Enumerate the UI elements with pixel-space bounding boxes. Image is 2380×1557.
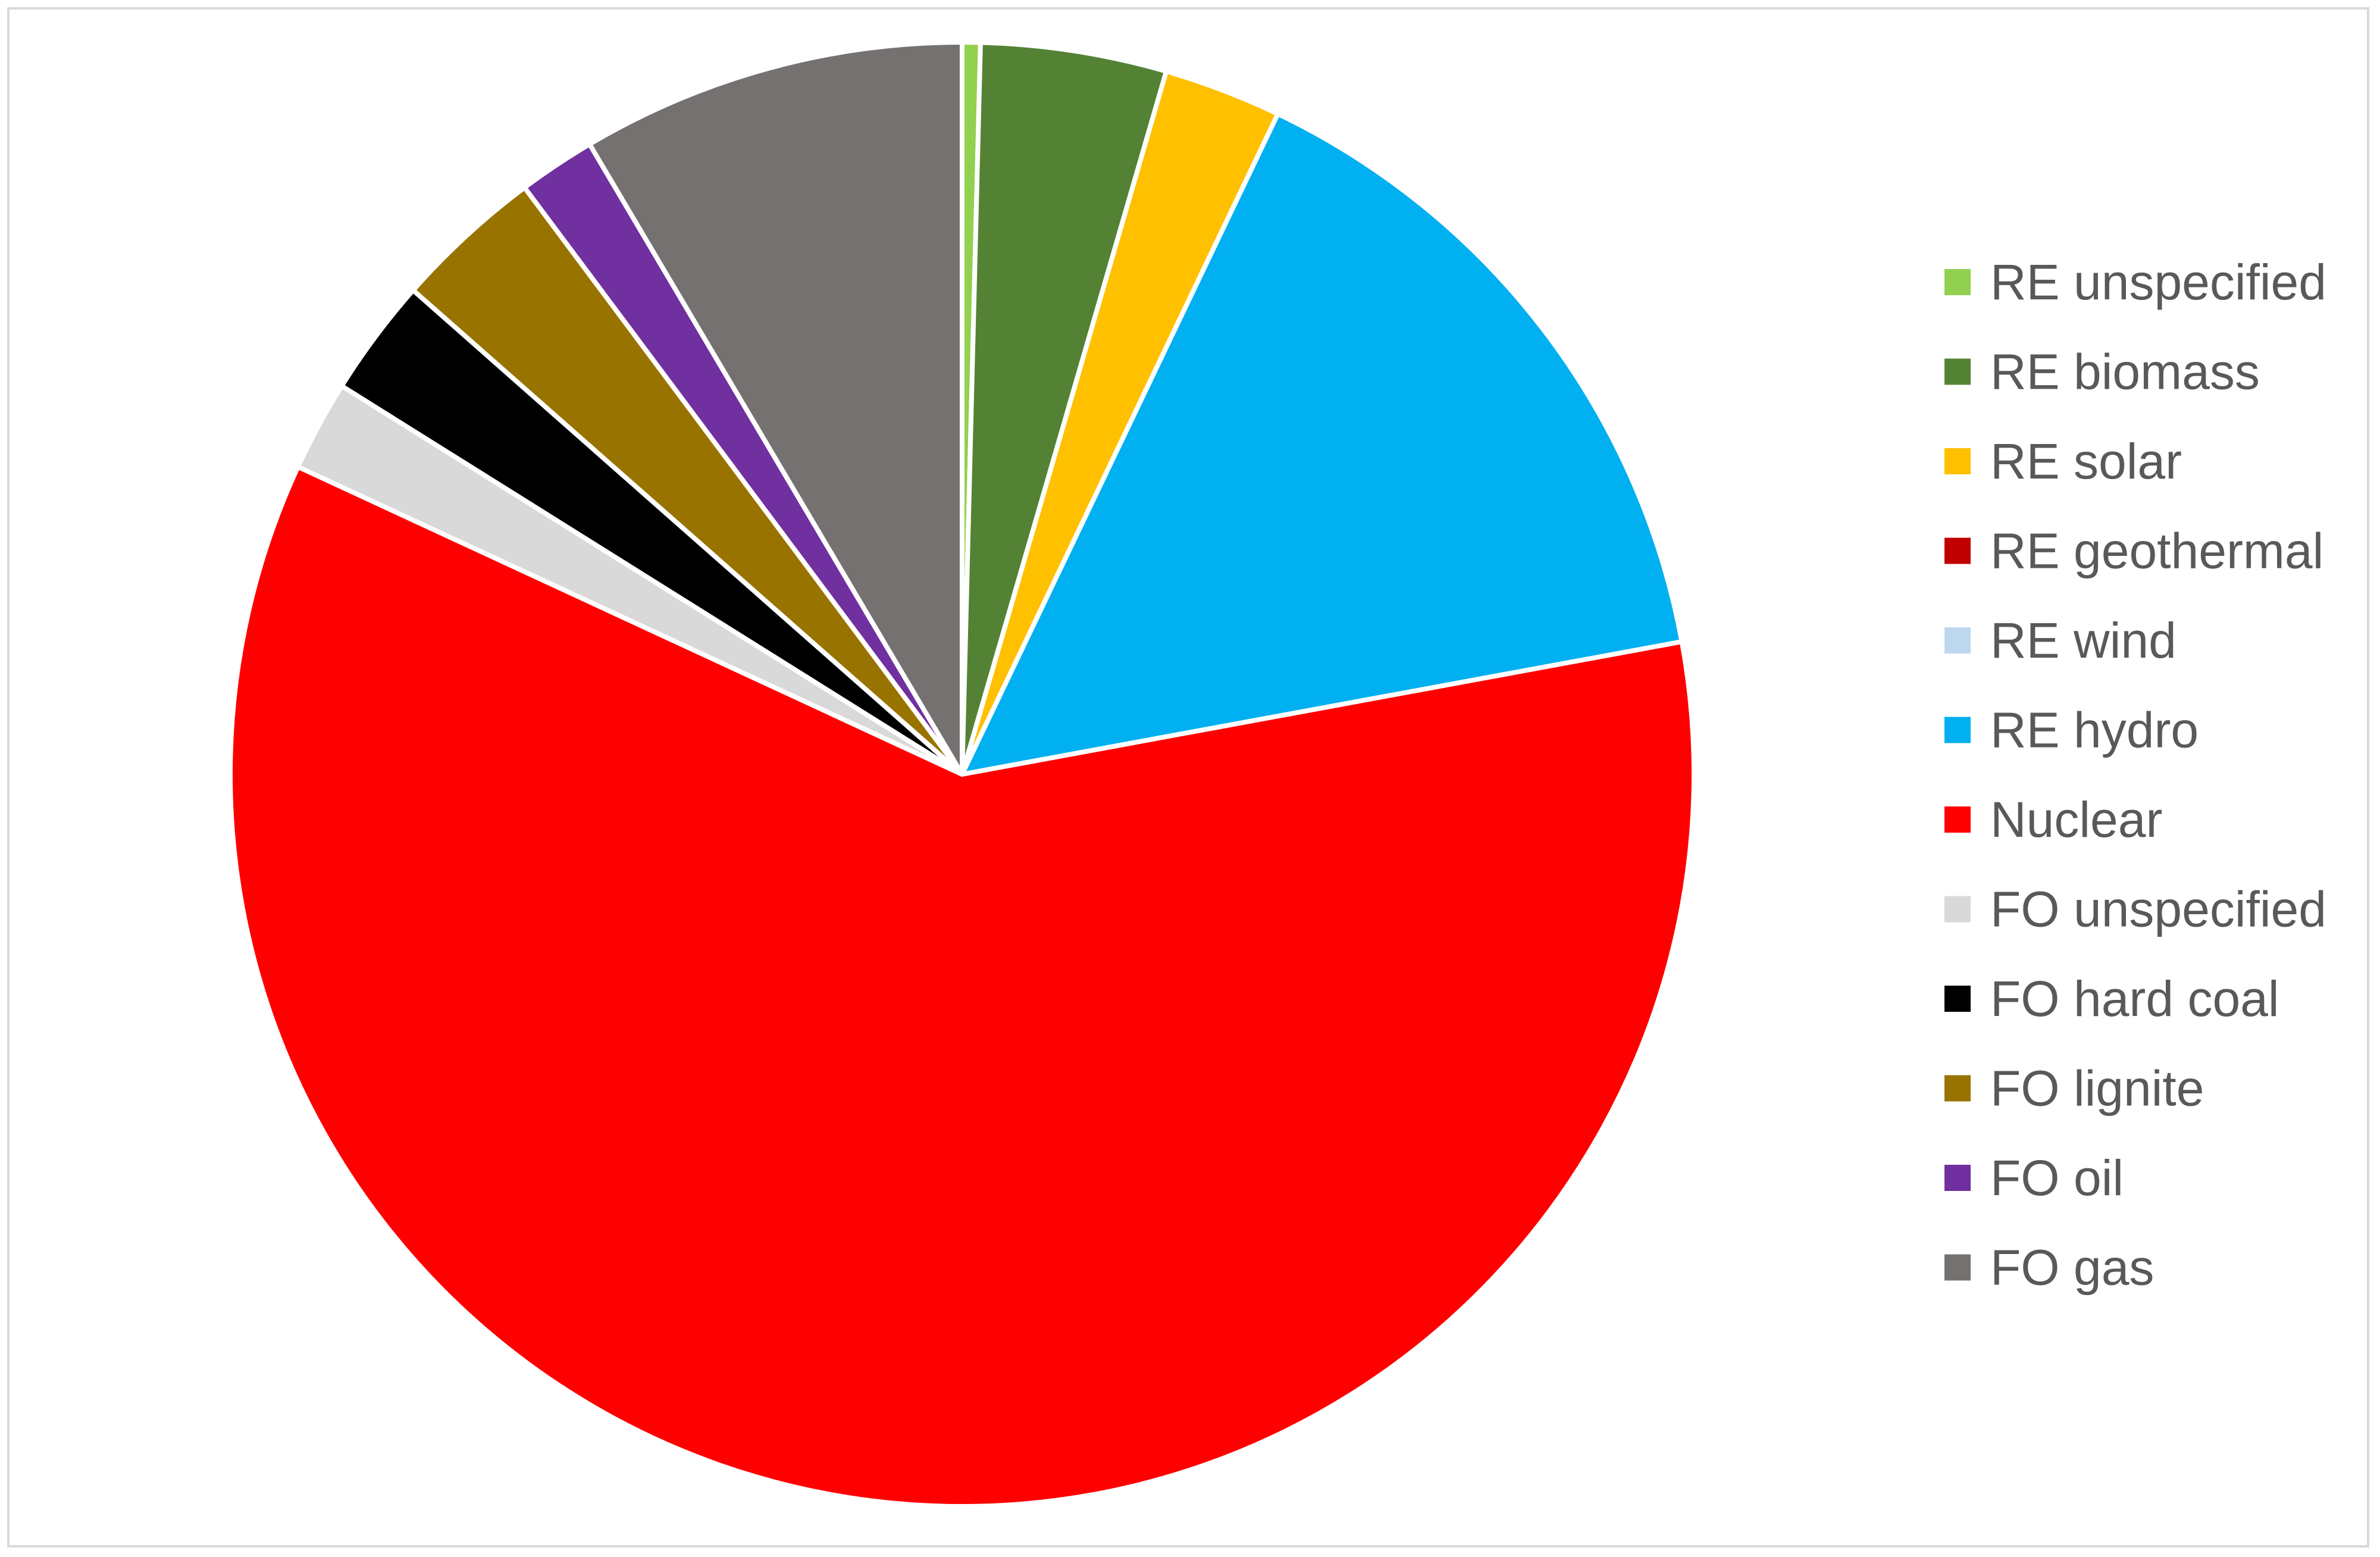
legend-label: RE unspecified [1990, 254, 2326, 310]
legend-label: FO gas [1990, 1240, 2154, 1296]
chart-border [7, 7, 2369, 1547]
legend-label: Nuclear [1990, 792, 2162, 848]
pie-slice-re-hydro [960, 111, 1684, 777]
legend-swatch [1944, 448, 1971, 474]
legend-label: RE geothermal [1990, 523, 2323, 579]
legend-swatch [1944, 806, 1971, 833]
pie-slice-fo-lignite [411, 185, 964, 777]
pie-slice-nuclear [228, 464, 1696, 1509]
legend-swatch [1944, 986, 1971, 1012]
legend-swatch [1944, 537, 1971, 564]
legend-swatch [1944, 717, 1971, 743]
legend-label: FO oil [1990, 1150, 2124, 1206]
pie-slices [228, 40, 1696, 1509]
legend-swatch [1944, 1165, 1971, 1191]
legend-label: RE solar [1990, 433, 2182, 489]
pie-slice-fo-gas [587, 40, 964, 777]
legend-swatch [1944, 627, 1971, 654]
legend-label: RE hydro [1990, 702, 2199, 758]
legend-label: FO unspecified [1990, 881, 2326, 937]
legend-label: RE wind [1990, 612, 2177, 668]
legend-label: FO hard coal [1990, 971, 2279, 1027]
legend-swatch [1944, 358, 1971, 385]
legend-swatch [1944, 896, 1971, 923]
legend-swatch [1944, 269, 1971, 295]
legend-swatch [1944, 1254, 1971, 1281]
legend-label: FO lignite [1990, 1061, 2204, 1117]
legend-label: RE biomass [1990, 344, 2260, 400]
legend-swatch [1944, 1075, 1971, 1102]
legend: RE unspecified RE biomass RE solar RE geoth… [1944, 254, 2326, 1296]
